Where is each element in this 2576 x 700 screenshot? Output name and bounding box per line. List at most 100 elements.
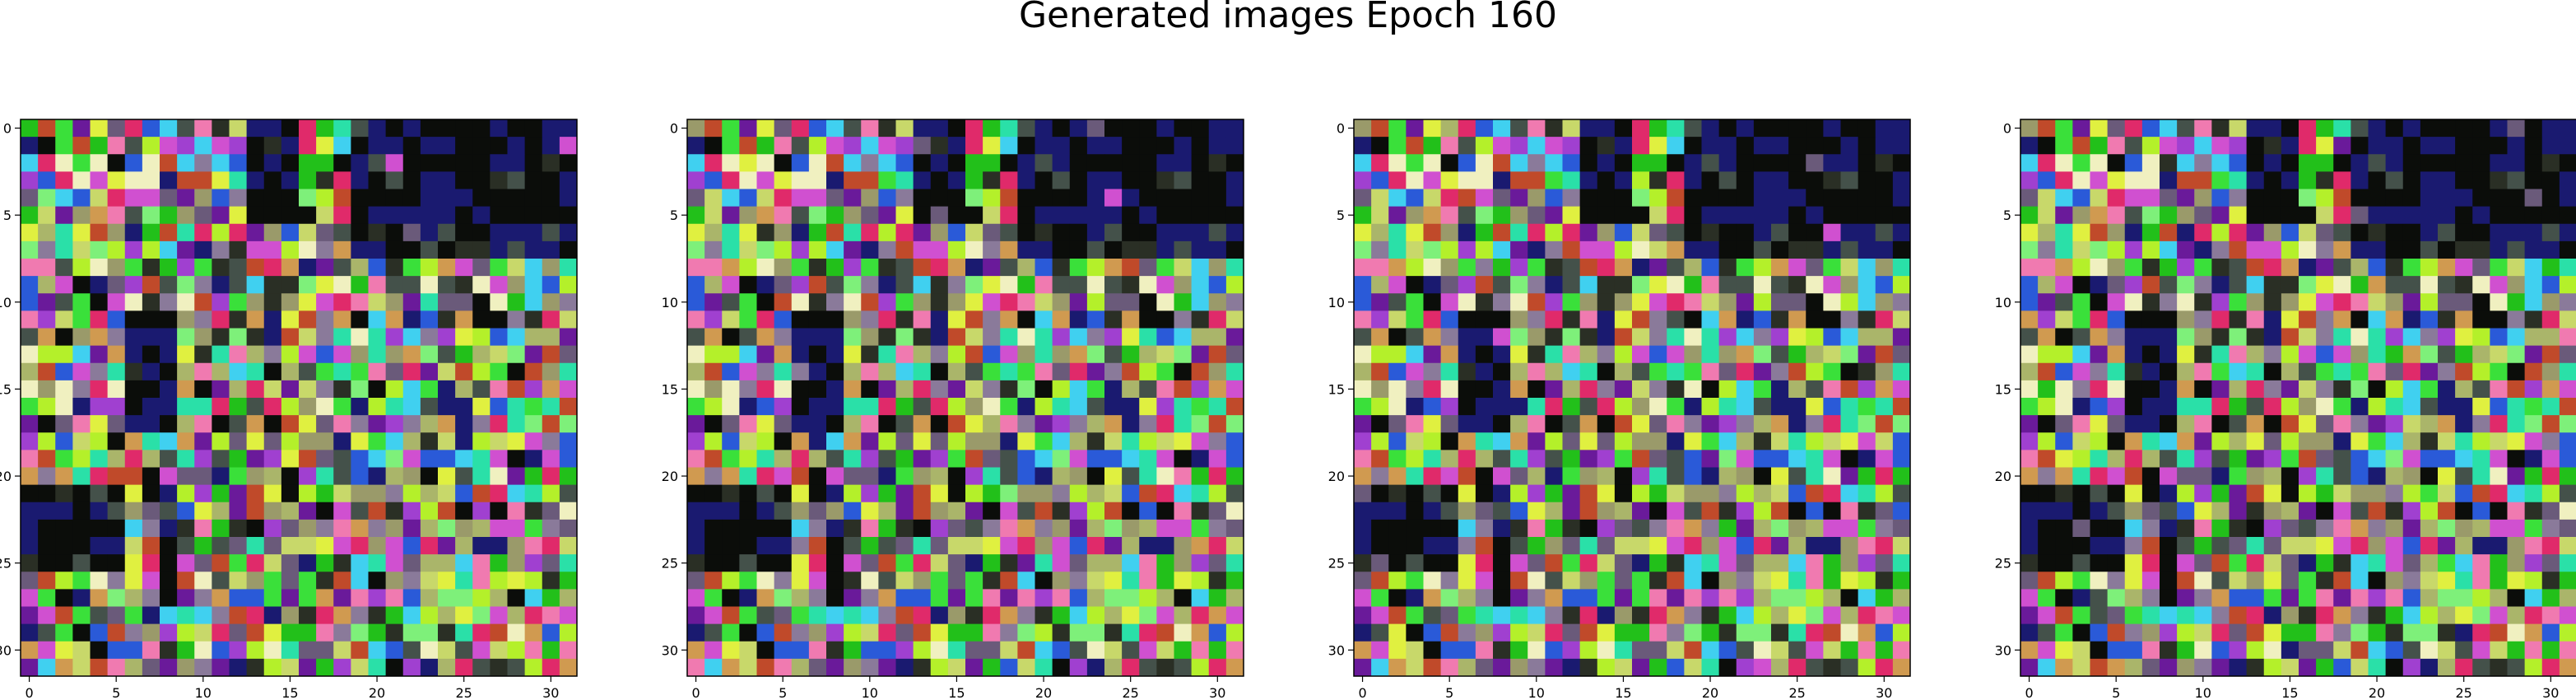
image-pixel bbox=[791, 450, 810, 468]
image-pixel bbox=[263, 189, 282, 208]
image-pixel bbox=[212, 240, 230, 259]
image-pixel bbox=[1139, 554, 1157, 572]
image-pixel bbox=[1597, 154, 1616, 172]
image-pixel bbox=[2055, 450, 2073, 468]
image-pixel bbox=[1225, 658, 1244, 677]
image-pixel bbox=[1527, 537, 1546, 555]
y-tick-label: 15 bbox=[1995, 381, 2011, 397]
image-pixel bbox=[1191, 171, 1210, 189]
image-pixel bbox=[542, 519, 560, 538]
image-pixel bbox=[1510, 519, 1528, 538]
image-pixel bbox=[194, 432, 212, 450]
image-pixel bbox=[1649, 641, 1667, 660]
image-pixel bbox=[2541, 467, 2560, 486]
image-pixel bbox=[2333, 345, 2351, 364]
image-pixel bbox=[2160, 240, 2178, 259]
image-pixel bbox=[2420, 137, 2439, 155]
image-pixel bbox=[2090, 658, 2109, 677]
image-pixel bbox=[1649, 206, 1667, 225]
image-pixel bbox=[2350, 259, 2369, 277]
image-pixel bbox=[1371, 415, 1389, 433]
image-pixel bbox=[774, 467, 793, 486]
image-pixel bbox=[1458, 484, 1476, 503]
image-pixel bbox=[2368, 606, 2387, 625]
image-pixel bbox=[1840, 119, 1859, 138]
image-pixel bbox=[861, 189, 879, 208]
image-pixel bbox=[2490, 345, 2508, 364]
image-pixel bbox=[1684, 519, 1702, 538]
image-pixel bbox=[1597, 589, 1616, 607]
image-pixel bbox=[368, 171, 387, 189]
image-pixel bbox=[212, 259, 230, 277]
image-pixel bbox=[72, 310, 91, 329]
image-pixel bbox=[72, 206, 91, 225]
image-pixel bbox=[333, 240, 351, 259]
image-pixel bbox=[333, 171, 351, 189]
image-pixel bbox=[2055, 293, 2073, 311]
image-pixel bbox=[229, 223, 248, 242]
image-pixel bbox=[385, 137, 404, 155]
image-pixel bbox=[2368, 240, 2387, 259]
image-pixel bbox=[1423, 467, 1442, 486]
image-pixel bbox=[965, 432, 983, 450]
image-pixel bbox=[2420, 328, 2439, 347]
image-pixel bbox=[1174, 658, 1193, 677]
image-pixel bbox=[2472, 623, 2490, 642]
image-pixel bbox=[844, 362, 862, 381]
image-pixel bbox=[177, 380, 195, 399]
image-pixel bbox=[2090, 310, 2109, 329]
image-pixel bbox=[1354, 328, 1372, 347]
image-pixel bbox=[2281, 189, 2299, 208]
image-pixel bbox=[2072, 310, 2090, 329]
image-pixel bbox=[2541, 189, 2560, 208]
image-pixel bbox=[1840, 623, 1859, 642]
image-pixel bbox=[983, 240, 1001, 259]
image-pixel bbox=[2055, 223, 2073, 242]
image-pixel bbox=[1156, 276, 1174, 294]
image-pixel bbox=[1562, 206, 1581, 225]
image-pixel bbox=[1208, 589, 1227, 607]
image-pixel bbox=[1052, 310, 1071, 329]
image-pixel bbox=[1104, 137, 1123, 155]
image-pixel bbox=[1388, 641, 1407, 660]
image-pixel bbox=[402, 398, 421, 416]
image-pixel bbox=[930, 537, 949, 555]
image-pixel bbox=[2507, 259, 2526, 277]
image-pixel bbox=[808, 502, 827, 520]
image-pixel bbox=[826, 589, 844, 607]
image-pixel bbox=[2246, 259, 2265, 277]
image-pixel bbox=[895, 658, 914, 677]
image-pixel bbox=[687, 537, 705, 555]
image-pixel bbox=[160, 310, 178, 329]
image-pixel bbox=[2368, 658, 2387, 677]
image-pixel bbox=[2316, 623, 2334, 642]
image-pixel bbox=[55, 484, 73, 503]
image-pixel bbox=[2281, 154, 2299, 172]
image-pixel bbox=[1191, 641, 1210, 660]
image-pixel bbox=[1371, 171, 1389, 189]
image-pixel bbox=[1000, 119, 1018, 138]
image-pixel bbox=[722, 537, 740, 555]
image-pixel bbox=[2246, 293, 2265, 311]
image-pixel bbox=[2507, 328, 2526, 347]
image-pixel bbox=[2507, 606, 2526, 625]
image-pixel bbox=[194, 502, 212, 520]
image-pixel bbox=[2350, 310, 2369, 329]
image-pixel bbox=[1139, 484, 1157, 503]
image-pixel bbox=[2368, 380, 2387, 399]
image-pixel bbox=[1579, 519, 1598, 538]
image-pixel bbox=[1174, 259, 1193, 277]
image-pixel bbox=[316, 537, 334, 555]
image-pixel bbox=[2263, 293, 2282, 311]
image-pixel bbox=[1667, 589, 1685, 607]
image-pixel bbox=[2124, 432, 2143, 450]
image-pixel bbox=[38, 223, 56, 242]
image-pixel bbox=[455, 502, 473, 520]
image-pixel bbox=[930, 502, 949, 520]
image-pixel bbox=[808, 154, 827, 172]
image-pixel bbox=[2229, 572, 2248, 590]
image-pixel bbox=[420, 171, 439, 189]
image-pixel bbox=[124, 345, 143, 364]
image-pixel bbox=[507, 276, 526, 294]
image-pixel bbox=[368, 154, 387, 172]
